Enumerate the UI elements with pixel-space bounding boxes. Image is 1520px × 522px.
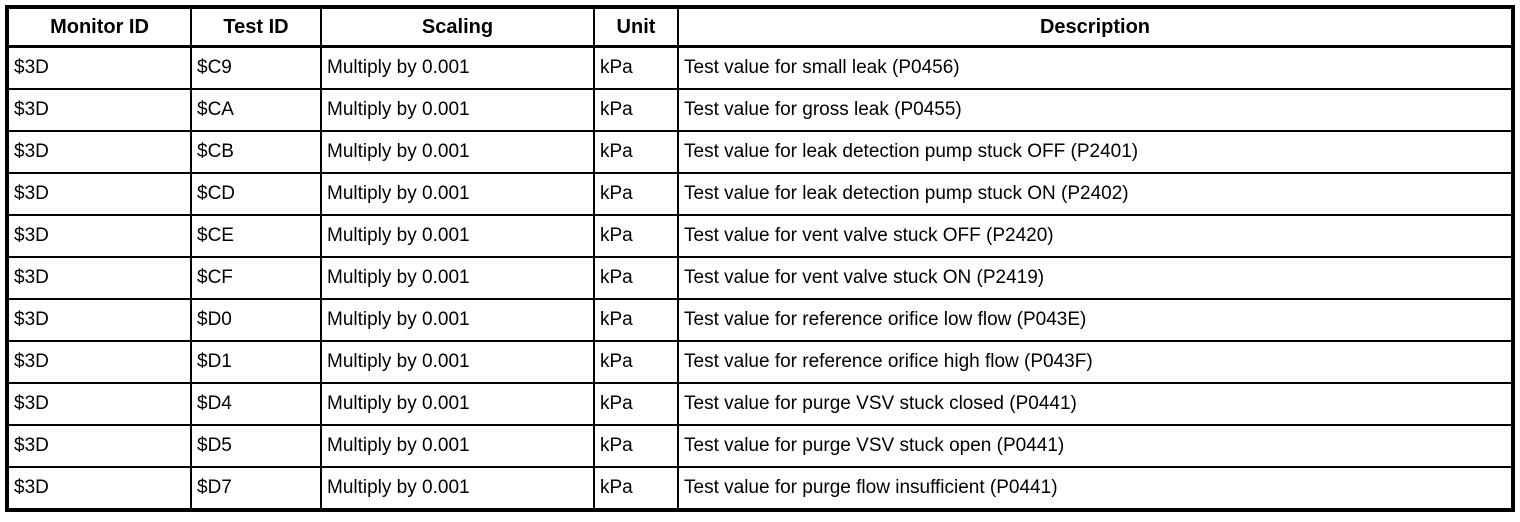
cell-test-id: $D0 [190, 298, 322, 342]
cell-monitor-id: $3D [6, 130, 192, 174]
cell-monitor-id: $3D [6, 424, 192, 468]
cell-description: Test value for gross leak (P0455) [677, 88, 1514, 132]
column-header-unit: Unit [593, 6, 679, 48]
column-header-description: Description [677, 6, 1514, 48]
cell-test-id: $D4 [190, 382, 322, 426]
cell-unit: kPa [593, 172, 679, 216]
cell-unit: kPa [593, 424, 679, 468]
table-row: $3D $D4 Multiply by 0.001 kPa Test value for… [6, 382, 1514, 426]
table-row: $3D $CD Multiply by 0.001 kPa Test value for… [6, 172, 1514, 216]
cell-description: Test value for reference orifice high fl… [677, 340, 1514, 384]
table-row: $3D $D0 Multiply by 0.001 kPa Test value for… [6, 298, 1514, 342]
cell-unit: kPa [593, 382, 679, 426]
cell-description: Test value for leak detection pump stuck… [677, 130, 1514, 174]
cell-monitor-id: $3D [6, 340, 192, 384]
cell-monitor-id: $3D [6, 214, 192, 258]
cell-description: Test value for vent valve stuck ON (P241… [677, 256, 1514, 300]
table-body: $3D $C9 Multiply by 0.001 kPa Test value for… [6, 45, 1514, 511]
test-values-table: Monitor ID Test ID Scaling Unit Descript… [5, 5, 1515, 512]
cell-description: Test value for purge VSV stuck closed (P… [677, 382, 1514, 426]
cell-test-id: $C9 [190, 45, 322, 90]
cell-unit: kPa [593, 214, 679, 258]
cell-scaling: Multiply by 0.001 [320, 45, 595, 90]
cell-scaling: Multiply by 0.001 [320, 466, 595, 511]
cell-monitor-id: $3D [6, 382, 192, 426]
cell-monitor-id: $3D [6, 466, 192, 511]
cell-monitor-id: $3D [6, 88, 192, 132]
cell-monitor-id: $3D [6, 256, 192, 300]
cell-unit: kPa [593, 466, 679, 511]
cell-test-id: $D5 [190, 424, 322, 468]
table-row: $3D $CB Multiply by 0.001 kPa Test value for… [6, 130, 1514, 174]
cell-scaling: Multiply by 0.001 [320, 424, 595, 468]
table-row: $3D $C9 Multiply by 0.001 kPa Test value for… [6, 45, 1514, 90]
cell-unit: kPa [593, 298, 679, 342]
cell-unit: kPa [593, 256, 679, 300]
cell-scaling: Multiply by 0.001 [320, 130, 595, 174]
table-row: $3D $CF Multiply by 0.001 kPa Test value for… [6, 256, 1514, 300]
cell-description: Test value for vent valve stuck OFF (P24… [677, 214, 1514, 258]
cell-test-id: $CF [190, 256, 322, 300]
column-header-scaling: Scaling [320, 6, 595, 48]
cell-description: Test value for reference orifice low flo… [677, 298, 1514, 342]
cell-test-id: $D1 [190, 340, 322, 384]
cell-scaling: Multiply by 0.001 [320, 340, 595, 384]
cell-scaling: Multiply by 0.001 [320, 256, 595, 300]
cell-scaling: Multiply by 0.001 [320, 298, 595, 342]
cell-scaling: Multiply by 0.001 [320, 382, 595, 426]
column-header-test-id: Test ID [190, 6, 322, 48]
cell-scaling: Multiply by 0.001 [320, 214, 595, 258]
cell-unit: kPa [593, 340, 679, 384]
table-row: $3D $D5 Multiply by 0.001 kPa Test value for… [6, 424, 1514, 468]
table-row: $3D $CE Multiply by 0.001 kPa Test value for… [6, 214, 1514, 258]
cell-monitor-id: $3D [6, 298, 192, 342]
cell-unit: kPa [593, 130, 679, 174]
cell-scaling: Multiply by 0.001 [320, 172, 595, 216]
cell-description: Test value for small leak (P0456) [677, 45, 1514, 90]
cell-monitor-id: $3D [6, 172, 192, 216]
cell-description: Test value for purge flow insufficient (… [677, 466, 1514, 511]
table-header: Monitor ID Test ID Scaling Unit Descript… [6, 6, 1514, 48]
table-row: $3D $D1 Multiply by 0.001 kPa Test value for… [6, 340, 1514, 384]
cell-description: Test value for leak detection pump stuck… [677, 172, 1514, 216]
column-header-monitor-id: Monitor ID [6, 6, 192, 48]
cell-monitor-id: $3D [6, 45, 192, 90]
cell-scaling: Multiply by 0.001 [320, 88, 595, 132]
table-row: $3D $D7 Multiply by 0.001 kPa Test value for… [6, 466, 1514, 511]
cell-test-id: $CA [190, 88, 322, 132]
cell-test-id: $D7 [190, 466, 322, 511]
cell-test-id: $CD [190, 172, 322, 216]
cell-unit: kPa [593, 88, 679, 132]
header-row: Monitor ID Test ID Scaling Unit Descript… [6, 6, 1514, 48]
cell-test-id: $CB [190, 130, 322, 174]
cell-description: Test value for purge VSV stuck open (P04… [677, 424, 1514, 468]
table-row: $3D $CA Multiply by 0.001 kPa Test value for… [6, 88, 1514, 132]
cell-unit: kPa [593, 45, 679, 90]
cell-test-id: $CE [190, 214, 322, 258]
